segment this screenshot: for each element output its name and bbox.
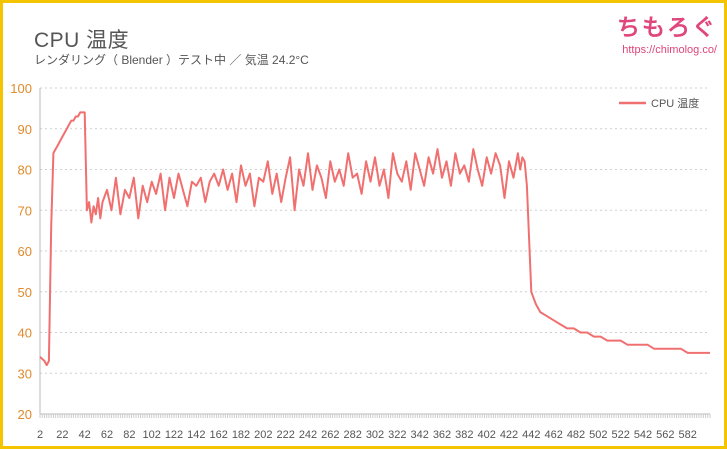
x-tick-label: 142: [187, 429, 205, 441]
x-tick-label: 582: [678, 429, 696, 441]
x-tick-label: 22: [56, 429, 68, 441]
x-tick-label: 302: [366, 429, 384, 441]
x-tick-label: 542: [634, 429, 652, 441]
x-tick-label: 62: [101, 429, 113, 441]
y-axis-ticks: 20 30 40 50 60 70 80 90 100: [10, 81, 32, 422]
y-tick-label: 40: [18, 326, 32, 341]
y-tick-label: 80: [18, 163, 32, 178]
x-tick-label: 42: [79, 429, 91, 441]
x-tick-label: 262: [321, 429, 339, 441]
brand-name: ちもろぐ: [617, 15, 717, 41]
x-tick-label: 502: [589, 429, 607, 441]
x-tick-label: 382: [455, 429, 473, 441]
legend: CPU 温度: [619, 96, 699, 110]
x-tick-label: 82: [123, 429, 135, 441]
y-tick-label: 20: [18, 407, 32, 422]
x-tick-label: 2: [37, 429, 43, 441]
x-tick-label: 162: [209, 429, 227, 441]
y-tick-label: 70: [18, 203, 32, 218]
x-axis-ticks: 2 22 42 62 82 102 122 142 162 182 202 222 242 262 282 3…: [37, 429, 697, 441]
x-tick-label: 222: [276, 429, 294, 441]
y-tick-label: 30: [18, 366, 32, 381]
x-tick-label: 282: [343, 429, 361, 441]
x-tick-label: 362: [433, 429, 451, 441]
y-tick-label: 100: [10, 81, 32, 96]
x-tick-label: 522: [611, 429, 629, 441]
x-tick-label: 442: [522, 429, 540, 441]
axes: [39, 88, 711, 418]
x-tick-label: 182: [232, 429, 250, 441]
x-tick-label: 482: [567, 429, 585, 441]
x-tick-label: 342: [410, 429, 428, 441]
chart-subtitle: レンダリング（ Blender ）テスト中 ／ 気温 24.2°C: [34, 53, 309, 67]
x-tick-label: 122: [165, 429, 183, 441]
y-tick-label: 50: [18, 285, 32, 300]
series-layer: [39, 111, 710, 367]
brand-url: https://chimolog.co/: [622, 44, 717, 56]
grid-lines: [40, 87, 710, 374]
x-tick-label: 422: [500, 429, 518, 441]
series-line-cpu-temperature: [39, 111, 710, 367]
y-tick-label: 90: [18, 122, 32, 137]
x-tick-label: 462: [544, 429, 562, 441]
x-tick-label: 242: [299, 429, 317, 441]
legend-label: CPU 温度: [651, 96, 699, 110]
x-tick-label: 562: [656, 429, 674, 441]
x-tick-label: 322: [388, 429, 406, 441]
y-tick-label: 60: [18, 244, 32, 259]
brand-logo: ちもろぐ https://chimolog.co/: [617, 8, 717, 56]
x-tick-label: 402: [477, 429, 495, 441]
chart-title: CPU 温度: [34, 29, 130, 52]
x-tick-label: 202: [254, 429, 272, 441]
x-tick-label: 102: [142, 429, 160, 441]
